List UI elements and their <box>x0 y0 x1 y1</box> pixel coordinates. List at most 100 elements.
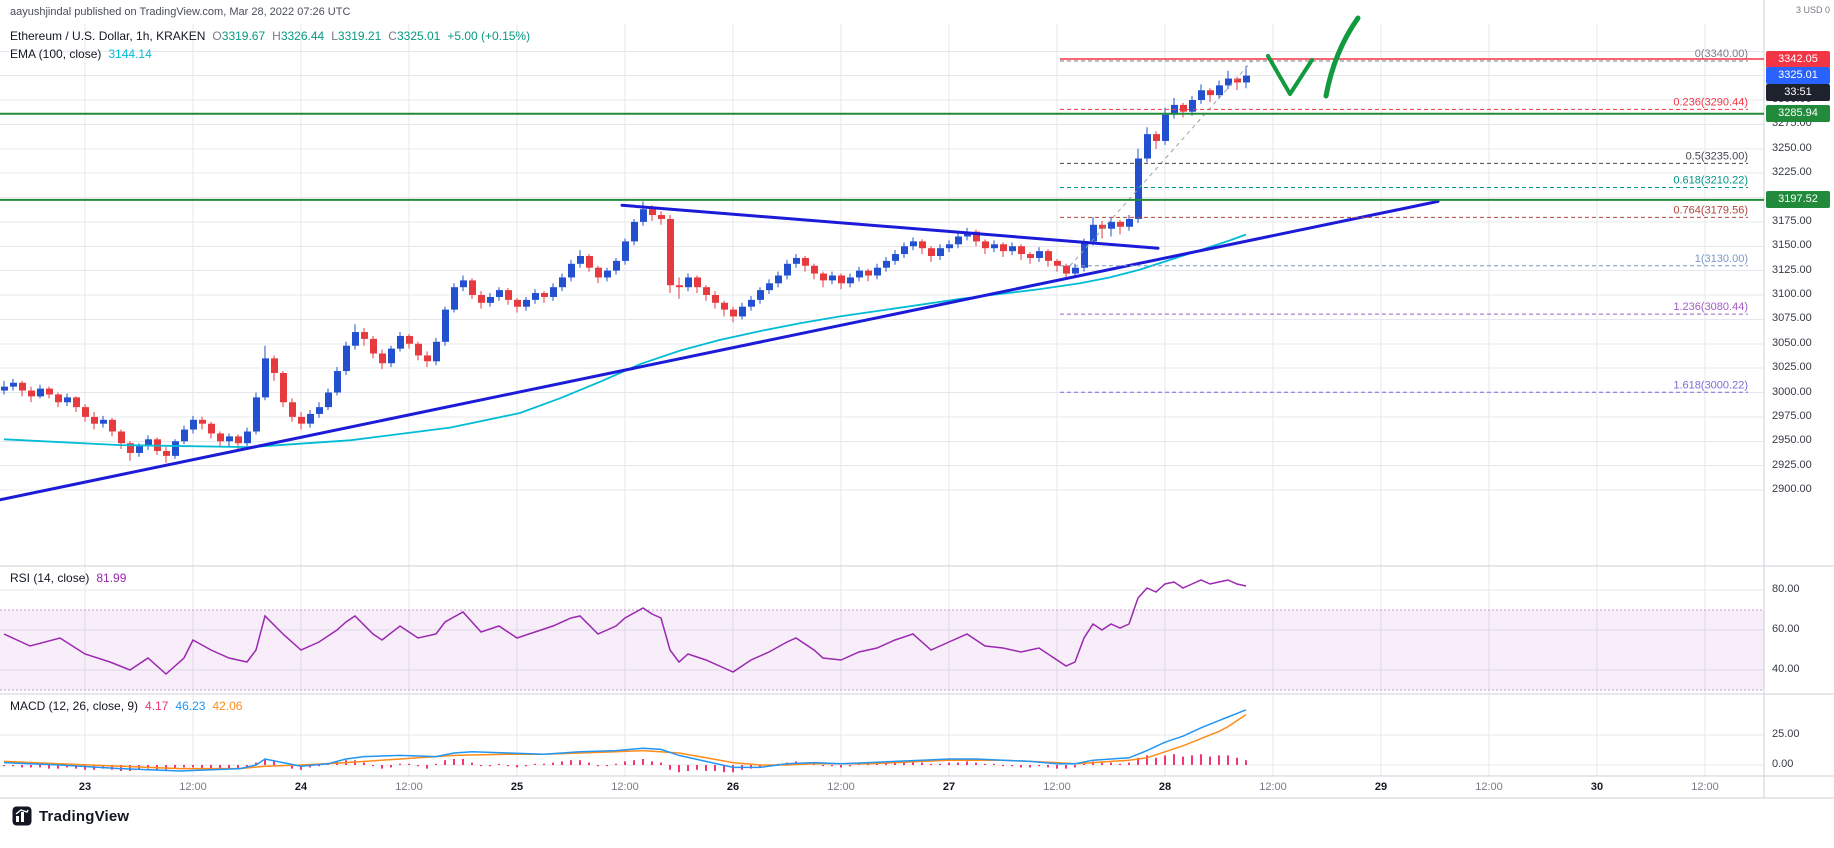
macd-histogram-bar <box>975 762 977 765</box>
candle-body <box>478 295 485 303</box>
macd-signal-value: 42.06 <box>212 699 243 713</box>
candle-body <box>658 215 665 219</box>
candle-body <box>1225 78 1232 86</box>
ohlc-h-value: 3326.44 <box>280 29 325 43</box>
candle-body <box>757 290 764 300</box>
macd-histogram-bar <box>543 763 545 765</box>
price-axis-tick: 2950.00 <box>1772 434 1812 446</box>
macd-histogram-bar <box>372 765 374 767</box>
candle-body <box>406 335 413 344</box>
macd-histogram-bar <box>714 765 716 771</box>
candle-body <box>775 275 782 284</box>
price-axis-tick: 3175.00 <box>1772 215 1812 227</box>
macd-line <box>3 709 1247 772</box>
macd-histogram-bar <box>849 765 851 767</box>
candle-body <box>442 309 449 342</box>
candle-body <box>1135 158 1142 219</box>
macd-histogram-bar <box>201 765 203 769</box>
candle-body <box>235 436 242 444</box>
macd-legend[interactable]: MACD (12, 26, close, 9) 4.17 46.23 42.06 <box>10 699 242 713</box>
candle-body <box>1054 260 1061 266</box>
macd-label: MACD (12, 26, close, 9) <box>10 699 139 713</box>
macd-histogram-bar <box>966 761 968 765</box>
macd-histogram-bar <box>210 765 212 769</box>
price-axis-tick: 3250.00 <box>1772 142 1812 154</box>
time-axis-tick: 27 <box>942 781 956 793</box>
fib-level-label: 1.618(3000.22) <box>1673 379 1748 391</box>
macd-histogram-bar <box>1245 760 1247 765</box>
candle-body <box>811 265 818 274</box>
macd-histogram-bar <box>1011 765 1013 767</box>
symbol-title: Ethereum / U.S. Dollar, 1h, KRAKEN <box>10 29 206 43</box>
time-axis-tick: 12:00 <box>395 781 423 793</box>
macd-histogram-bar <box>1056 765 1058 769</box>
macd-histogram-bar <box>507 765 509 767</box>
macd-histogram-bar <box>408 763 410 765</box>
tradingview-logo[interactable]: TradingView <box>12 806 129 826</box>
tradingview-logo-text: TradingView <box>39 807 130 825</box>
candle-body <box>820 273 827 281</box>
macd-histogram-bar <box>1128 762 1130 765</box>
macd-histogram-bar <box>183 765 185 768</box>
candle-body <box>577 256 584 264</box>
candle-body <box>676 285 683 288</box>
time-axis-tick: 12:00 <box>611 781 639 793</box>
candle-body <box>874 267 881 276</box>
candle-body <box>892 254 899 261</box>
ema-legend[interactable]: EMA (100, close) 3144.14 <box>10 47 152 61</box>
candle-body <box>1018 246 1025 255</box>
candle-body <box>199 419 206 424</box>
macd-histogram-bar <box>12 765 14 767</box>
candle-body <box>379 353 386 364</box>
macd-histogram-bar <box>759 765 761 768</box>
candle-body <box>631 221 638 242</box>
candle-body <box>280 373 287 403</box>
candle-body <box>748 299 755 307</box>
macd-histogram-bar <box>534 763 536 765</box>
candle-body <box>847 277 854 284</box>
macd-histogram-bar <box>1182 756 1184 765</box>
candle-body <box>793 257 800 264</box>
macd-histogram-bar <box>390 765 392 768</box>
candle-body <box>649 209 656 216</box>
rsi-legend[interactable]: RSI (14, close) 81.99 <box>10 571 126 585</box>
macd-histogram-bar <box>480 765 482 767</box>
macd-histogram-bar <box>642 759 644 765</box>
candle-body <box>685 277 692 288</box>
candle-body <box>307 413 314 424</box>
candle-body <box>73 397 80 408</box>
candle-body <box>55 394 62 403</box>
macd-histogram-bar <box>309 765 311 768</box>
macd-histogram-bar <box>462 759 464 765</box>
price-axis-tick: 3100.00 <box>1772 288 1812 300</box>
time-axis-tick: 29 <box>1374 781 1388 793</box>
ohlc-l-label: L <box>331 29 338 43</box>
candle-body <box>37 388 44 397</box>
candle-body <box>919 241 926 249</box>
macd-histogram-bar <box>75 765 77 769</box>
candle-body <box>973 231 980 242</box>
macd-histogram-bar <box>1155 757 1157 765</box>
candle-body <box>1063 265 1070 274</box>
symbol-legend[interactable]: Ethereum / U.S. Dollar, 1h, KRAKEN O3319.… <box>10 29 530 43</box>
time-axis-tick: 12:00 <box>1259 781 1287 793</box>
candle-body <box>730 309 737 317</box>
candle-body <box>1081 241 1088 268</box>
macd-histogram-bar <box>363 762 365 765</box>
candle-body <box>298 416 305 424</box>
macd-histogram-bar <box>444 760 446 765</box>
macd-histogram-bar <box>1227 755 1229 765</box>
macd-histogram-bar <box>255 762 257 765</box>
macd-histogram-bar <box>1200 754 1202 765</box>
candle-body <box>955 236 962 245</box>
candle-body <box>1153 134 1160 141</box>
macd-histogram-bar <box>705 765 707 771</box>
candle-body <box>721 302 728 310</box>
candle-body <box>766 283 773 291</box>
bar-countdown-badge: 33:51 <box>1766 83 1830 101</box>
candle-body <box>703 287 710 295</box>
candle-body <box>838 275 845 284</box>
candle-body <box>19 382 26 391</box>
